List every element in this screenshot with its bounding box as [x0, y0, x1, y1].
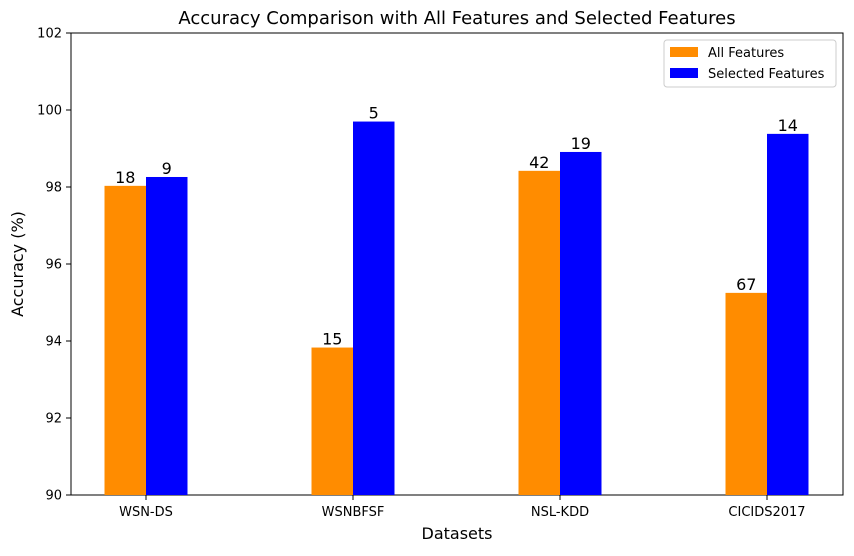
bar-value-label: 19: [571, 134, 591, 153]
bars-group: [104, 121, 809, 496]
y-tick-label: 98: [45, 181, 62, 196]
x-tick-label: WSN-DS: [119, 505, 173, 520]
y-tick-label: 94: [45, 335, 62, 350]
bar: [767, 133, 809, 495]
x-axis-label: Datasets: [422, 524, 493, 543]
y-tick-label: 100: [37, 104, 62, 119]
bar: [104, 185, 146, 495]
x-tick-label: WSNBFSF: [322, 505, 385, 520]
legend-label: All Features: [708, 46, 784, 61]
bar: [560, 151, 602, 495]
x-axis: WSN-DS WSNBFSF NSL-KDD CICIDS2017: [119, 495, 806, 520]
legend: All Features Selected Features: [663, 39, 837, 88]
bar-labels-group: 18 9 15 5 42 19 67 14: [115, 104, 798, 349]
bar-value-label: 14: [778, 116, 798, 135]
legend-swatch: [670, 68, 698, 78]
legend-box: [663, 39, 837, 88]
y-axis-label: Accuracy (%): [8, 211, 27, 317]
y-tick-label: 90: [45, 489, 62, 504]
y-tick-label: 96: [45, 258, 62, 273]
bar-value-label: 9: [162, 159, 172, 178]
bar-value-label: 18: [115, 168, 135, 187]
bar-value-label: 5: [369, 104, 379, 123]
y-tick-label: 92: [45, 412, 62, 427]
legend-label: Selected Features: [708, 67, 825, 82]
bar: [518, 170, 560, 495]
y-tick-label: 102: [37, 27, 62, 42]
y-axis: 90 92 94 96 98 100 102: [37, 27, 71, 504]
bar-value-label: 67: [736, 275, 756, 294]
bar: [725, 292, 767, 495]
bar-value-label: 42: [529, 153, 549, 172]
chart-title: Accuracy Comparison with All Features an…: [178, 8, 735, 29]
bar: [311, 347, 353, 495]
bar-value-label: 15: [322, 330, 342, 349]
bar: [353, 121, 395, 496]
bar: [146, 176, 188, 496]
x-tick-label: NSL-KDD: [531, 505, 589, 520]
legend-swatch: [670, 47, 698, 57]
x-tick-label: CICIDS2017: [728, 505, 805, 520]
